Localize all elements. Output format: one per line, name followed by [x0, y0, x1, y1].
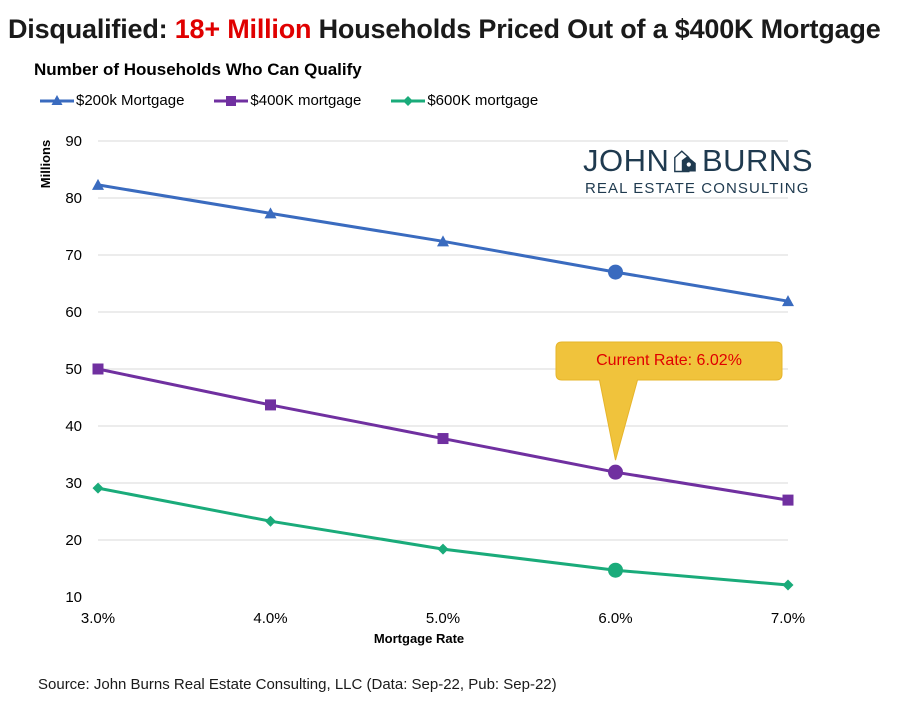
house-key-icon: [674, 150, 697, 173]
y-tick-label: 10: [65, 589, 82, 606]
logo-tagline: REAL ESTATE CONSULTING: [585, 180, 810, 197]
y-tick-label: 90: [65, 133, 82, 150]
company-logo: JOHN BURNS REAL ESTATE CONSULTING: [583, 143, 813, 198]
x-tick-label: 7.0%: [771, 610, 805, 627]
square-marker-icon: [214, 95, 249, 106]
data-point: [92, 178, 104, 190]
legend-label-200k: $200k Mortgage: [76, 92, 185, 109]
data-point: [265, 399, 276, 411]
series-line: [97, 486, 789, 587]
headline-part1: Disqualified:: [8, 14, 175, 44]
data-point: [437, 235, 449, 247]
data-point: [92, 363, 104, 375]
highlight-point: [608, 562, 623, 578]
chart-title: Number of Households Who Can Qualify: [34, 60, 362, 79]
legend-label-400k: $400K mortgage: [250, 92, 362, 109]
y-tick-label: 20: [65, 532, 82, 549]
y-tick-label: 70: [65, 247, 82, 264]
callout-bubble: [555, 341, 783, 461]
y-tick-label: 60: [65, 304, 82, 321]
legend-item-200k: $200k Mortgage: [40, 92, 184, 109]
source-note: Source: John Burns Real Estate Consultin…: [38, 676, 557, 693]
legend-item-600k: $600K mortgage: [391, 92, 538, 109]
current-rate-callout: Current Rate: 6.02%: [596, 352, 742, 369]
headline-part3: Households Priced Out of a $400K Mortgag…: [311, 14, 881, 44]
y-tick-label: 80: [65, 190, 82, 207]
highlight-point: [608, 264, 623, 280]
data-point: [437, 433, 449, 445]
callout: [555, 341, 783, 461]
x-tick-label: 6.0%: [598, 610, 632, 627]
logo-word-burns: BURNS: [701, 143, 813, 178]
triangle-marker-icon: [40, 94, 74, 105]
x-axis-title: Mortgage Rate: [374, 631, 464, 646]
data-point: [782, 295, 794, 307]
diamond-marker-icon: [391, 95, 426, 106]
y-tick-label: 40: [65, 418, 82, 435]
headline-highlight: 18+ Million: [174, 14, 312, 44]
x-tick-label: 4.0%: [253, 610, 287, 627]
legend-label-600k: $600K mortgage: [427, 92, 539, 109]
data-point: [437, 543, 449, 555]
data-point: [782, 494, 794, 506]
data-point: [264, 207, 277, 219]
y-axis-title: Millions: [38, 140, 53, 188]
chart-legend: $200k Mortgage $400K mortgage $600K mort…: [40, 92, 538, 109]
x-tick-label: 5.0%: [426, 610, 460, 627]
series: [92, 178, 794, 591]
gridlines: [98, 140, 788, 541]
x-tick-label: 3.0%: [81, 610, 115, 627]
legend-item-400k: $400K mortgage: [214, 92, 361, 109]
logo-word-john: JOHN: [583, 143, 670, 178]
axes: 10 20 30 40 50 60 70 80 90 3.0% 4.0% 5.0% 6.0% 7.0% Mo…: [38, 133, 805, 646]
data-point: [265, 515, 276, 527]
y-tick-label: 50: [65, 361, 82, 378]
data-point: [782, 579, 794, 591]
y-tick-label: 30: [65, 475, 82, 492]
data-point: [92, 482, 104, 494]
headline: Disqualified: 18+ Million Households Pri…: [8, 14, 908, 45]
highlight-point: [608, 464, 623, 480]
